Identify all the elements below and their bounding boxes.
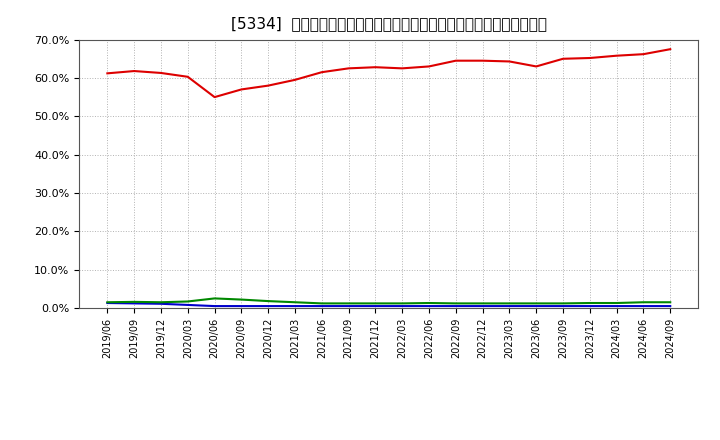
繰延税金資産 bbox=[318, 301, 326, 306]
Line: 繰延税金資産: 繰延税金資産 bbox=[107, 298, 670, 304]
のれん bbox=[532, 304, 541, 309]
繰延税金資産 bbox=[344, 301, 353, 306]
自己資本 bbox=[559, 56, 567, 62]
自己資本 bbox=[666, 47, 675, 52]
のれん bbox=[451, 304, 460, 309]
自己資本 bbox=[425, 64, 433, 69]
自己資本 bbox=[451, 58, 460, 63]
のれん bbox=[291, 304, 300, 309]
自己資本 bbox=[612, 53, 621, 59]
自己資本 bbox=[264, 83, 272, 88]
繰延税金資産 bbox=[639, 300, 648, 305]
Title: [5334]  自己資本、のれん、繰延税金資産の総資産に対する比率の推移: [5334] 自己資本、のれん、繰延税金資産の総資産に対する比率の推移 bbox=[231, 16, 546, 32]
繰延税金資産 bbox=[666, 300, 675, 305]
自己資本 bbox=[371, 65, 379, 70]
のれん bbox=[585, 304, 594, 309]
繰延税金資産 bbox=[237, 297, 246, 302]
繰延税金資産 bbox=[184, 299, 192, 304]
繰延税金資産 bbox=[371, 301, 379, 306]
Line: のれん: のれん bbox=[107, 303, 670, 306]
繰延税金資産 bbox=[103, 300, 112, 305]
自己資本 bbox=[291, 77, 300, 82]
自己資本 bbox=[532, 64, 541, 69]
のれん bbox=[425, 304, 433, 309]
のれん bbox=[103, 301, 112, 306]
繰延税金資産 bbox=[398, 301, 407, 306]
自己資本 bbox=[103, 71, 112, 76]
繰延税金資産 bbox=[612, 301, 621, 306]
繰延税金資産 bbox=[532, 301, 541, 306]
のれん bbox=[130, 301, 138, 306]
自己資本 bbox=[184, 74, 192, 80]
のれん bbox=[639, 304, 648, 309]
自己資本 bbox=[318, 70, 326, 75]
自己資本 bbox=[639, 51, 648, 57]
繰延税金資産 bbox=[210, 296, 219, 301]
のれん bbox=[184, 302, 192, 308]
自己資本 bbox=[478, 58, 487, 63]
自己資本 bbox=[505, 59, 514, 64]
自己資本 bbox=[157, 70, 166, 76]
繰延税金資産 bbox=[264, 298, 272, 304]
のれん bbox=[344, 304, 353, 309]
のれん bbox=[478, 304, 487, 309]
繰延税金資産 bbox=[425, 301, 433, 306]
のれん bbox=[371, 304, 379, 309]
繰延税金資産 bbox=[505, 301, 514, 306]
のれん bbox=[398, 304, 407, 309]
のれん bbox=[157, 301, 166, 306]
繰延税金資産 bbox=[559, 301, 567, 306]
繰延税金資産 bbox=[130, 299, 138, 304]
繰延税金資産 bbox=[451, 301, 460, 306]
のれん bbox=[612, 304, 621, 309]
自己資本 bbox=[344, 66, 353, 71]
のれん bbox=[505, 304, 514, 309]
自己資本 bbox=[585, 55, 594, 61]
繰延税金資産 bbox=[157, 300, 166, 305]
のれん bbox=[264, 304, 272, 309]
のれん bbox=[237, 304, 246, 309]
のれん bbox=[318, 304, 326, 309]
自己資本 bbox=[398, 66, 407, 71]
のれん bbox=[559, 304, 567, 309]
のれん bbox=[210, 304, 219, 309]
のれん bbox=[666, 304, 675, 309]
繰延税金資産 bbox=[291, 300, 300, 305]
繰延税金資産 bbox=[478, 301, 487, 306]
自己資本 bbox=[130, 68, 138, 73]
Line: 自己資本: 自己資本 bbox=[107, 49, 670, 97]
自己資本 bbox=[210, 95, 219, 100]
自己資本 bbox=[237, 87, 246, 92]
繰延税金資産 bbox=[585, 301, 594, 306]
